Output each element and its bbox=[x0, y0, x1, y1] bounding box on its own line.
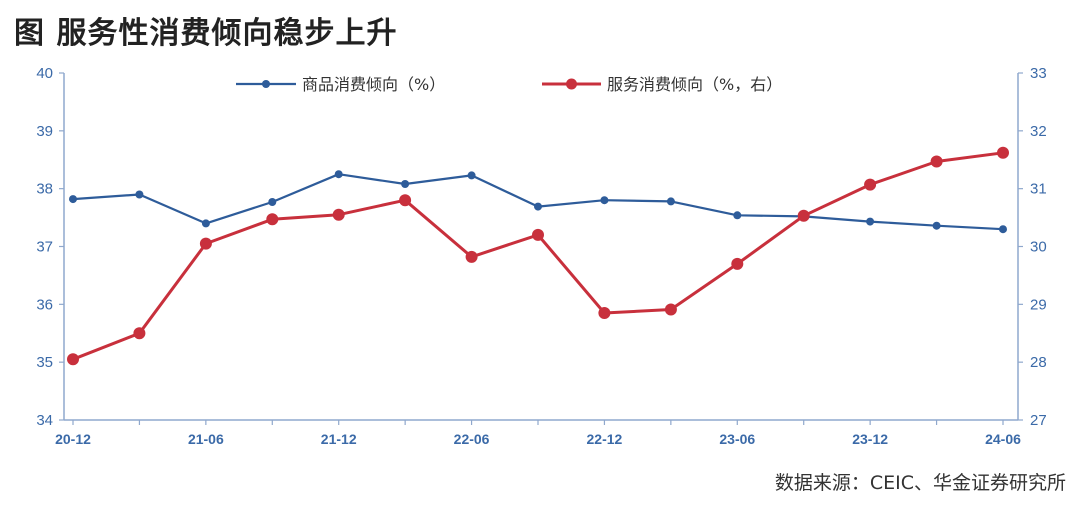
x-tick-label: 22-06 bbox=[454, 431, 490, 447]
y-left-tick-label: 36 bbox=[36, 296, 53, 313]
services-point bbox=[731, 257, 744, 270]
goods-point bbox=[467, 171, 476, 180]
services-point bbox=[598, 307, 611, 319]
y-right-tick-label: 32 bbox=[1030, 123, 1047, 140]
legend-services-marker bbox=[566, 78, 577, 90]
y-right-tick-label: 31 bbox=[1030, 181, 1047, 198]
x-tick-label: 21-06 bbox=[188, 431, 224, 447]
y-left-tick-label: 34 bbox=[36, 412, 53, 429]
services-point bbox=[930, 155, 943, 168]
legend-services-label: 服务消费倾向（%，右） bbox=[607, 75, 782, 94]
x-tick-label: 22-12 bbox=[587, 431, 623, 447]
goods-point bbox=[866, 217, 875, 226]
goods-point bbox=[666, 197, 675, 206]
services-point bbox=[997, 146, 1009, 159]
y-right-tick-label: 28 bbox=[1030, 354, 1047, 371]
services-point bbox=[133, 327, 146, 340]
y-left-tick-label: 37 bbox=[36, 239, 53, 256]
series-goods bbox=[69, 170, 1007, 234]
goods-point bbox=[201, 219, 210, 228]
y-left-tick-label: 39 bbox=[36, 123, 53, 140]
goods-point bbox=[135, 190, 144, 199]
goods-point bbox=[600, 196, 609, 205]
goods-point bbox=[932, 221, 941, 230]
x-tick-label: 24-06 bbox=[985, 431, 1021, 447]
services-point bbox=[864, 178, 877, 191]
services-point bbox=[199, 237, 212, 250]
goods-point bbox=[334, 170, 343, 179]
goods-point bbox=[733, 211, 742, 220]
y-left-tick-label: 35 bbox=[36, 354, 53, 371]
series-services bbox=[67, 146, 1009, 366]
x-tick-label: 23-12 bbox=[852, 431, 888, 447]
goods-point bbox=[534, 202, 542, 211]
x-tick-label: 20-12 bbox=[55, 431, 91, 447]
y-right-tick-label: 30 bbox=[1030, 239, 1047, 256]
goods-point bbox=[69, 195, 77, 204]
services-point bbox=[465, 250, 478, 263]
services-point bbox=[532, 228, 544, 241]
services-point bbox=[266, 213, 279, 226]
services-point bbox=[67, 353, 79, 366]
x-tick-label: 23-06 bbox=[719, 431, 755, 447]
y-right-tick-label: 27 bbox=[1030, 412, 1047, 429]
goods-point bbox=[999, 225, 1007, 234]
services-point bbox=[399, 194, 412, 207]
x-tick-label: 21-12 bbox=[321, 431, 357, 447]
goods-line bbox=[72, 173, 1004, 231]
legend-goods-label: 商品消费倾向（%） bbox=[302, 75, 445, 94]
services-point bbox=[797, 209, 810, 222]
data-source: 数据来源：CEIC、华金证券研究所 bbox=[774, 472, 1066, 494]
goods-point bbox=[401, 180, 410, 188]
y-right-tick-label: 33 bbox=[1030, 65, 1047, 82]
legend-goods-marker bbox=[262, 80, 270, 88]
services-point bbox=[664, 303, 677, 316]
goods-point bbox=[268, 198, 277, 206]
services-line bbox=[72, 151, 1004, 361]
y-right-tick-label: 29 bbox=[1030, 296, 1047, 313]
legend: 商品消费倾向（%） 服务消费倾向（%，右） bbox=[236, 75, 782, 94]
chart-title: 图 服务性消费倾向稳步上升 bbox=[14, 16, 398, 51]
y-left-tick-label: 38 bbox=[36, 181, 53, 198]
services-point bbox=[332, 208, 345, 221]
y-left-tick-label: 40 bbox=[36, 65, 53, 82]
